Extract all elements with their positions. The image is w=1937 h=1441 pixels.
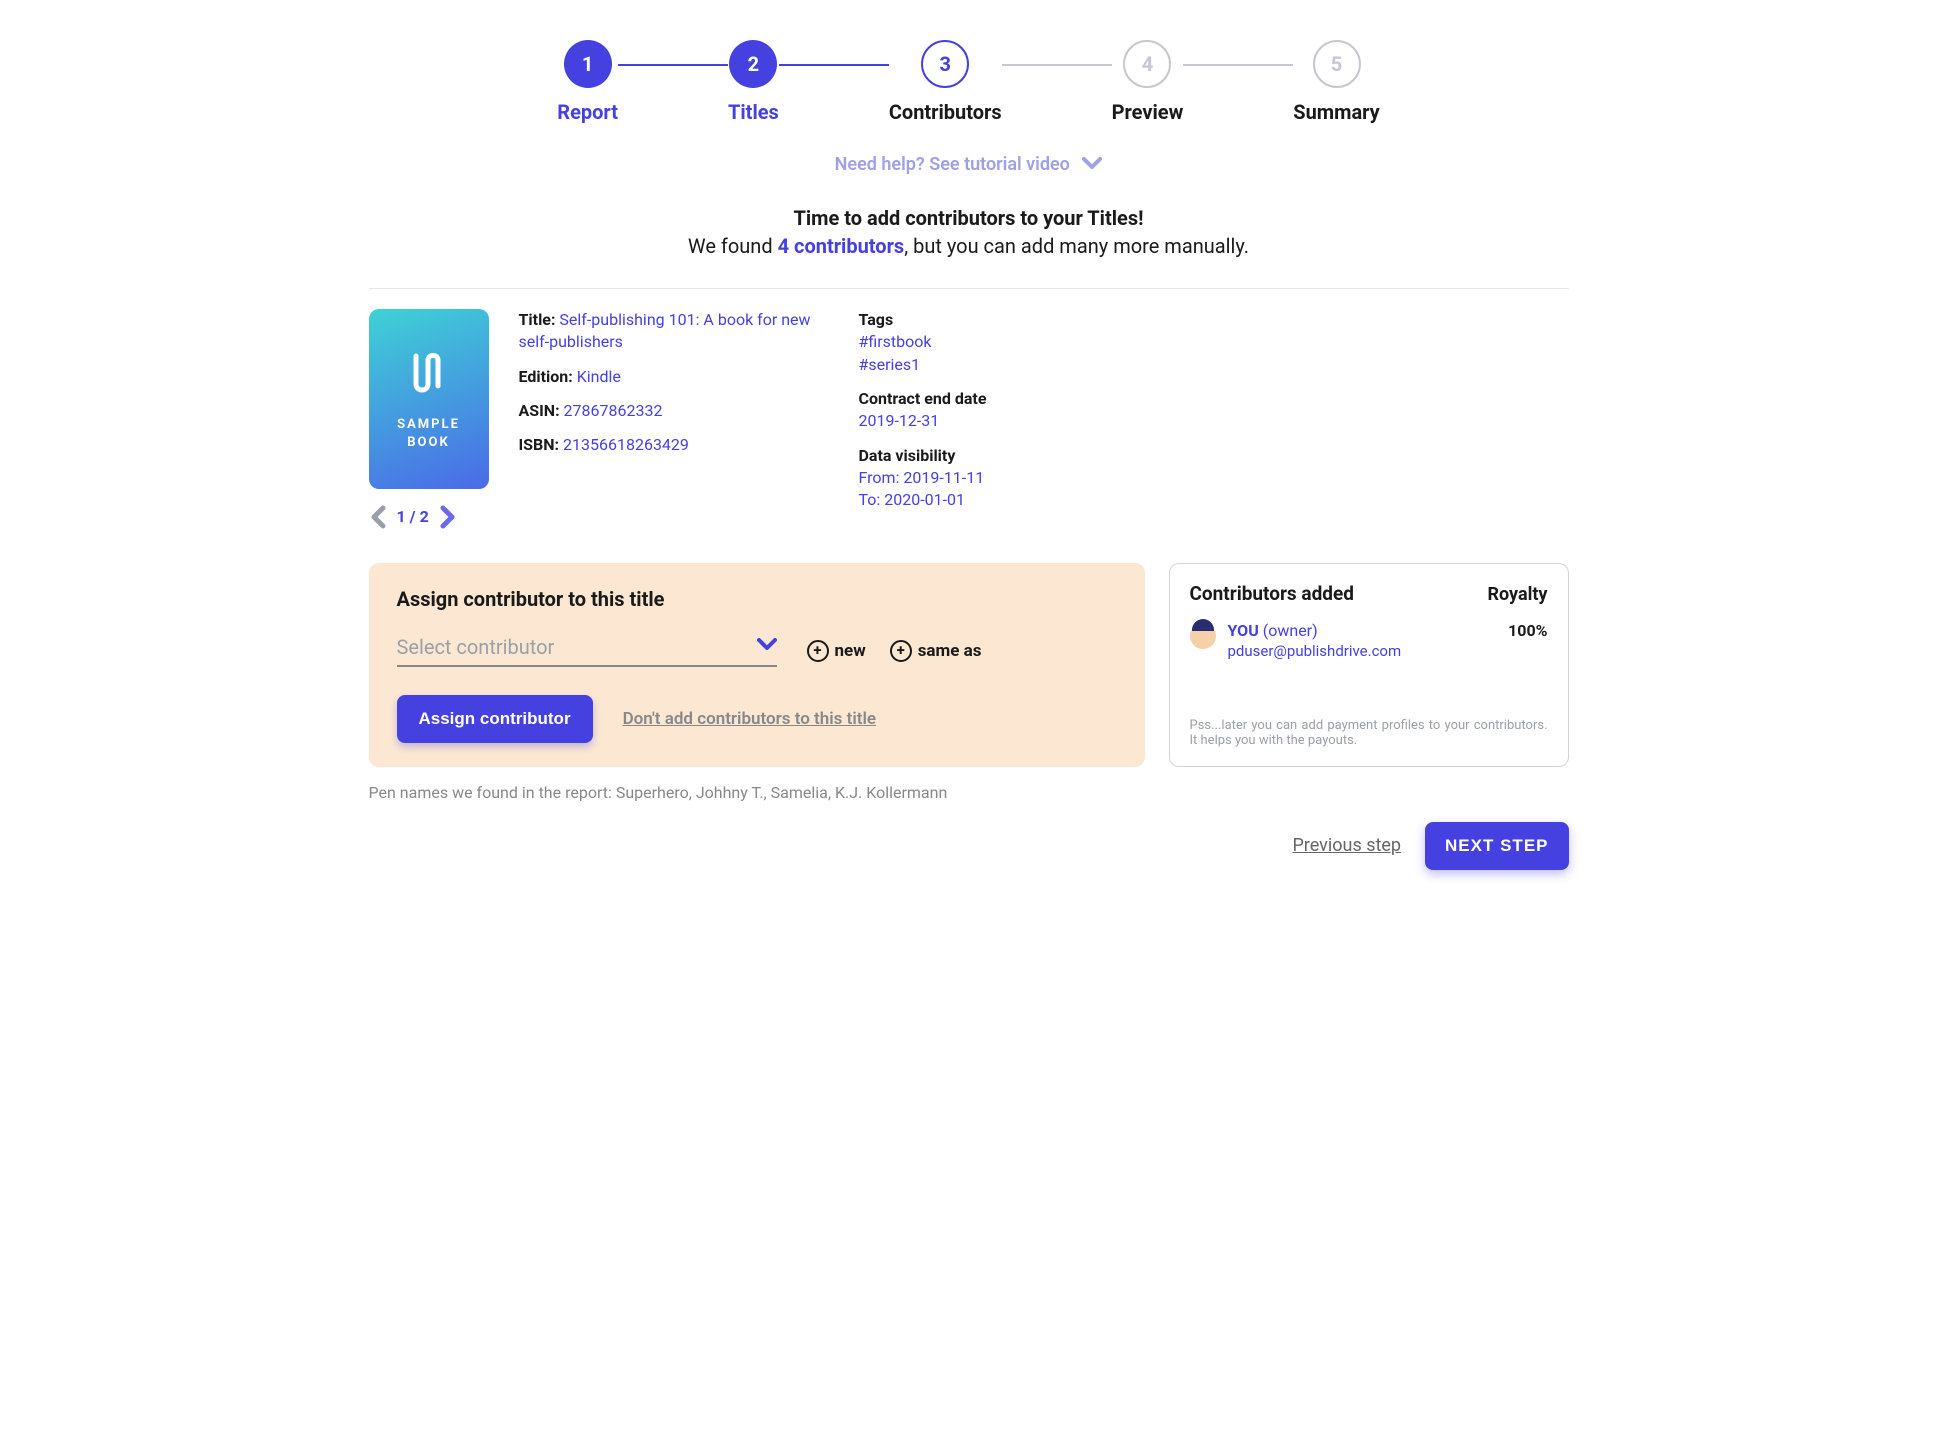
field-asin: ASIN: 27867862332 xyxy=(519,400,819,422)
assign-panel: Assign contributor to this title Select … xyxy=(369,563,1145,767)
book-cover: SAMPLE BOOK xyxy=(369,309,489,489)
field-tags: Tags #firstbook #series1 xyxy=(859,309,987,376)
assign-row: Select contributor + new + same as xyxy=(397,635,1117,667)
next-step-button[interactable]: NEXT STEP xyxy=(1425,822,1568,870)
edition-value: Kindle xyxy=(577,367,621,386)
asin-label: ASIN: xyxy=(519,401,560,420)
intro-highlight: 4 contributors xyxy=(778,234,905,258)
pager-text: 1 / 2 xyxy=(397,507,429,526)
contract-label: Contract end date xyxy=(859,388,987,410)
field-edition: Edition: Kindle xyxy=(519,366,819,388)
contributors-added-panel: Contributors added Royalty YOU (owner) p… xyxy=(1169,563,1569,767)
field-col-right: Tags #firstbook #series1 Contract end da… xyxy=(859,309,987,553)
field-contract: Contract end date 2019-12-31 xyxy=(859,388,987,433)
step-circle-4: 4 xyxy=(1123,40,1171,88)
edition-label: Edition: xyxy=(519,367,573,386)
pager-prev-button[interactable] xyxy=(369,505,387,529)
contributor-row: YOU (owner) pduser@publishdrive.com 100% xyxy=(1190,621,1548,660)
cover-label-1: SAMPLE xyxy=(397,416,460,434)
step-summary: 5 Summary xyxy=(1293,40,1379,124)
step-label-3: Contributors xyxy=(889,100,1002,124)
tag-0: #firstbook xyxy=(859,331,987,353)
book-pager: 1 / 2 xyxy=(369,505,489,529)
contributor-email: pduser@publishdrive.com xyxy=(1228,642,1497,660)
bottom-nav: Previous step NEXT STEP xyxy=(369,822,1569,870)
step-contributors[interactable]: 3 Contributors xyxy=(889,40,1002,124)
same-as-button[interactable]: + same as xyxy=(890,640,982,662)
contributor-select[interactable]: Select contributor xyxy=(397,635,777,667)
chevron-down-icon xyxy=(757,637,777,656)
isbn-label: ISBN: xyxy=(519,435,560,454)
previous-step-link[interactable]: Previous step xyxy=(1292,835,1401,856)
new-contributor-button[interactable]: + new xyxy=(807,640,866,662)
field-col-left: Title: Self-publishing 101: A book for n… xyxy=(519,309,819,553)
stepper: 1 Report 2 Titles 3 Contributors 4 Previ… xyxy=(369,40,1569,124)
added-heading: Contributors added xyxy=(1190,582,1354,605)
help-tutorial-link[interactable]: Need help? See tutorial video xyxy=(369,154,1569,176)
plus-icon: + xyxy=(890,640,912,662)
assign-heading: Assign contributor to this title xyxy=(397,587,1117,611)
isbn-value: 21356618263429 xyxy=(563,435,689,454)
book-detail: SAMPLE BOOK 1 / 2 Title: Self-publishing xyxy=(369,309,1569,553)
contributor-name: YOU xyxy=(1228,621,1259,640)
quick-actions: + new + same as xyxy=(807,640,982,662)
contributor-role: (owner) xyxy=(1263,621,1318,640)
step-circle-5: 5 xyxy=(1313,40,1361,88)
title-label: Title: xyxy=(519,310,556,329)
cover-label-2: BOOK xyxy=(397,434,460,452)
visibility-from: From: 2019-11-11 xyxy=(859,467,987,489)
panel-note: Pss...later you can add payment profiles… xyxy=(1190,718,1548,748)
field-isbn: ISBN: 21356618263429 xyxy=(519,434,819,456)
step-connector-3 xyxy=(1002,64,1112,66)
step-connector-2 xyxy=(779,64,889,66)
visibility-label: Data visibility xyxy=(859,445,987,467)
chevron-down-icon xyxy=(1082,155,1102,176)
assign-btn-row: Assign contributor Don't add contributor… xyxy=(397,695,1117,743)
step-titles[interactable]: 2 Titles xyxy=(728,40,779,124)
cover-label: SAMPLE BOOK xyxy=(397,416,460,452)
step-label-2: Titles xyxy=(728,100,779,124)
avatar-icon xyxy=(1190,623,1216,649)
intro-line1: Time to add contributors to your Titles! xyxy=(369,206,1569,230)
intro-suffix: , but you can add many more manually. xyxy=(904,234,1249,258)
contract-value: 2019-12-31 xyxy=(859,410,987,432)
step-label-5: Summary xyxy=(1293,100,1379,124)
intro-line2: We found 4 contributors, but you can add… xyxy=(369,234,1569,258)
intro-text: Time to add contributors to your Titles!… xyxy=(369,206,1569,258)
book-fields: Title: Self-publishing 101: A book for n… xyxy=(519,309,1569,553)
title-value: Self-publishing 101: A book for new self… xyxy=(519,310,811,351)
tag-1: #series1 xyxy=(859,354,987,376)
asin-value: 27867862332 xyxy=(564,401,663,420)
added-header: Contributors added Royalty xyxy=(1190,582,1548,605)
step-connector-1 xyxy=(618,64,728,66)
contributor-info: YOU (owner) pduser@publishdrive.com xyxy=(1228,621,1497,660)
step-circle-3: 3 xyxy=(921,40,969,88)
intro-prefix: We found xyxy=(688,234,778,258)
help-text: Need help? See tutorial video xyxy=(835,154,1070,175)
visibility-to: To: 2020-01-01 xyxy=(859,489,987,511)
step-label-1: Report xyxy=(557,100,618,124)
tags-label: Tags xyxy=(859,309,987,331)
skip-contributors-link[interactable]: Don't add contributors to this title xyxy=(623,709,876,729)
royalty-heading: Royalty xyxy=(1487,584,1547,605)
assign-contributor-button[interactable]: Assign contributor xyxy=(397,695,593,743)
pager-next-button[interactable] xyxy=(439,505,457,529)
step-report[interactable]: 1 Report xyxy=(557,40,618,124)
step-preview: 4 Preview xyxy=(1112,40,1184,124)
plus-icon: + xyxy=(807,640,829,662)
pen-names-text: Pen names we found in the report: Superh… xyxy=(369,783,1569,802)
step-circle-2: 2 xyxy=(729,40,777,88)
contributor-royalty: 100% xyxy=(1508,621,1547,640)
field-visibility: Data visibility From: 2019-11-11 To: 202… xyxy=(859,445,987,512)
step-label-4: Preview xyxy=(1112,100,1184,124)
new-label: new xyxy=(835,641,866,661)
select-placeholder: Select contributor xyxy=(397,635,555,659)
book-cover-icon xyxy=(402,346,456,404)
step-circle-1: 1 xyxy=(564,40,612,88)
divider xyxy=(369,288,1569,289)
same-as-label: same as xyxy=(918,641,982,661)
field-title: Title: Self-publishing 101: A book for n… xyxy=(519,309,819,354)
lower-section: Assign contributor to this title Select … xyxy=(369,563,1569,767)
step-connector-4 xyxy=(1183,64,1293,66)
